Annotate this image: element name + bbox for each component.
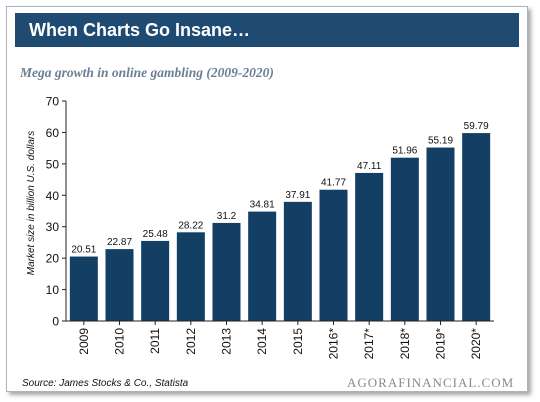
y-axis-label: Market size in billion U.S. dollars (26, 131, 37, 276)
value-label: 25.48 (143, 229, 168, 240)
y-tick-label: 50 (46, 157, 60, 171)
y-tick-label: 40 (46, 189, 60, 203)
x-tick-label: 2016* (327, 328, 341, 360)
bar-2015 (283, 201, 312, 321)
bar-2020* (462, 133, 491, 321)
x-tick-label: 2018* (398, 328, 412, 360)
value-label: 41.77 (321, 178, 346, 189)
bar-2012 (176, 232, 205, 321)
value-label: 22.87 (107, 237, 132, 248)
x-tick-label: 2012 (184, 328, 198, 355)
bars (69, 133, 491, 321)
value-label: 47.11 (357, 161, 382, 172)
bar-2019* (426, 147, 455, 321)
x-tick-label: 2019* (434, 328, 448, 360)
chart-card: When Charts Go Insane… Mega growth in on… (6, 6, 528, 392)
bar-2011 (141, 240, 170, 321)
x-tick-label: 2015 (291, 328, 305, 355)
y-tick-label: 0 (52, 315, 59, 329)
value-label: 51.96 (392, 146, 417, 157)
bar-chart: 0 10 20 30 40 50 60 70 20.51 22.87 25.48 28.22 31.2… (26, 95, 494, 359)
value-labels: 20.51 22.87 25.48 28.22 31.2 34.81 37.91 41.77 4… (71, 121, 489, 255)
bar-2016* (319, 189, 348, 321)
x-tick-label: 2009 (77, 328, 91, 355)
value-label: 37.91 (285, 190, 310, 201)
x-tick-label: 2013 (220, 328, 234, 355)
x-tick-label: 2017* (362, 328, 376, 360)
y-tick-label: 30 (46, 220, 60, 234)
x-tick-label: 2014 (255, 328, 269, 355)
value-label: 34.81 (250, 200, 275, 211)
value-label: 28.22 (178, 220, 203, 231)
y-tick-label: 70 (46, 95, 60, 109)
bar-2009 (69, 256, 98, 321)
chart-subtitle: Mega growth in online gambling (2009-202… (20, 65, 274, 80)
y-tick-label: 10 (46, 283, 60, 297)
bar-2017* (355, 172, 384, 321)
y-tick-label: 60 (46, 126, 60, 140)
bar-2013 (212, 222, 241, 321)
bar-2010 (105, 249, 134, 321)
bar-2018* (390, 157, 419, 321)
value-label: 59.79 (464, 121, 489, 132)
page-title: When Charts Go Insane… (29, 20, 251, 40)
x-axis-tick-labels: 2009 2010 2011 2012 2013 2014 2015 2016* 2017* 20… (77, 321, 483, 359)
y-axis-tick-labels: 0 10 20 30 40 50 60 70 (46, 95, 66, 329)
value-label: 20.51 (71, 245, 96, 256)
source-note: Source: James Stocks & Co., Statista (22, 378, 189, 389)
y-tick-label: 20 (46, 252, 60, 266)
brand-wordmark: AGORAFINANCIAL.COM (347, 375, 515, 390)
x-tick-label: 2010 (113, 328, 127, 355)
value-label: 31.2 (217, 211, 237, 222)
x-tick-label: 2011 (148, 328, 162, 354)
bar-2014 (248, 211, 277, 321)
title-banner: When Charts Go Insane… (15, 13, 519, 47)
x-tick-label: 2020* (469, 328, 483, 360)
value-label: 55.19 (428, 136, 453, 147)
